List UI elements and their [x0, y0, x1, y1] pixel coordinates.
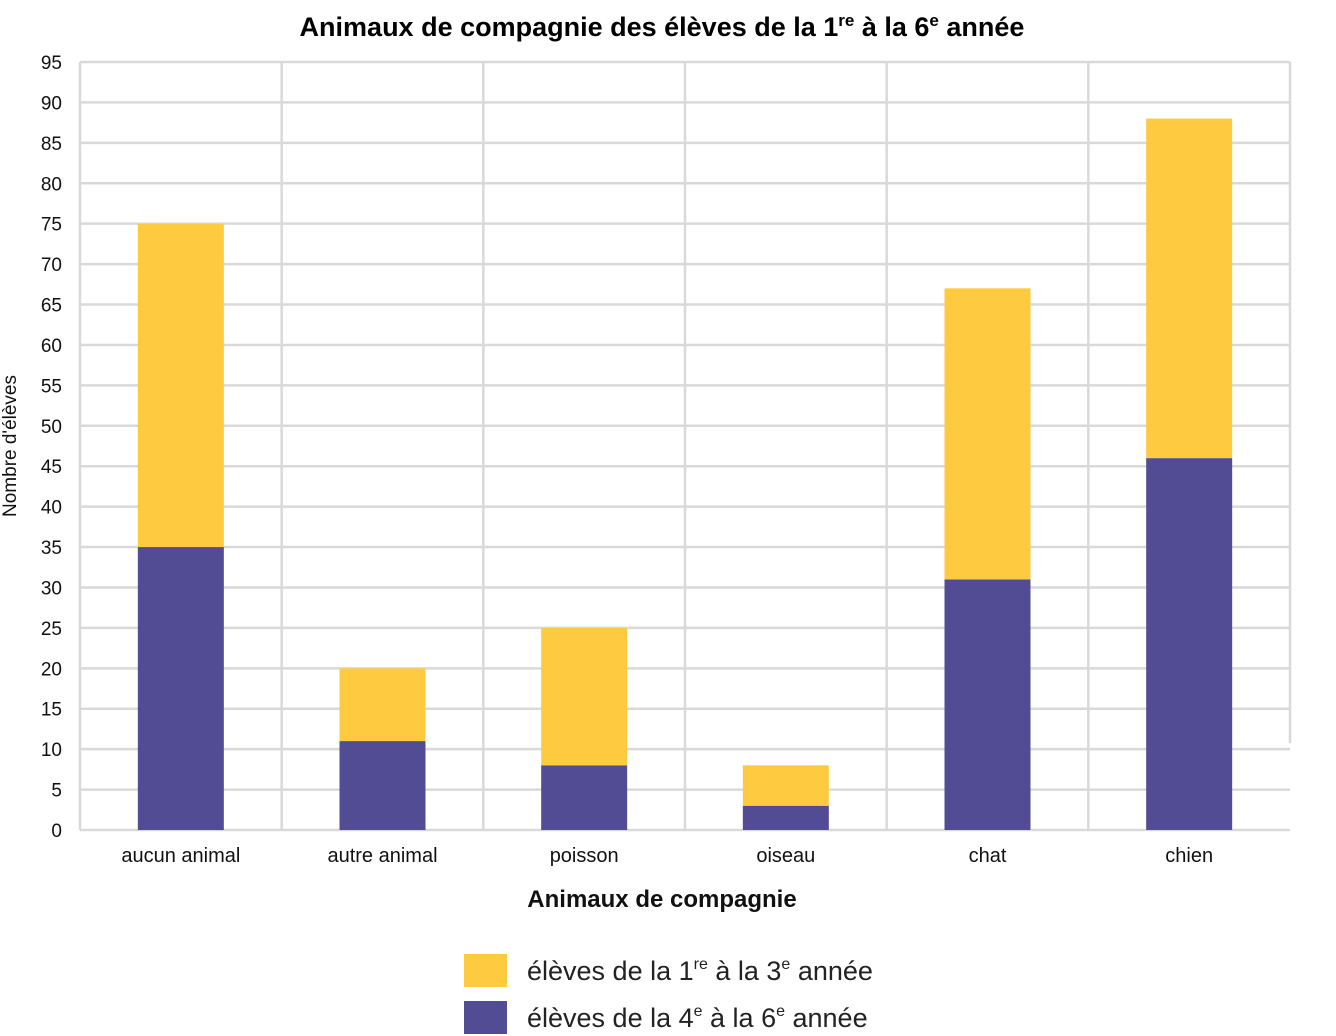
- bar-segment-s0-0: [137, 547, 224, 830]
- x-category-label: autre animal: [327, 845, 437, 867]
- bars: [137, 118, 1233, 830]
- y-tick-label-65: 65: [41, 296, 62, 317]
- bar-segment-s1-0: [137, 223, 224, 548]
- bar-segment-s1-5: [1146, 118, 1233, 459]
- y-tick-label-75: 75: [41, 215, 62, 236]
- y-tick-label-15: 15: [41, 700, 62, 721]
- bar-segment-s1-3: [742, 765, 829, 806]
- legend-item-4e-6e: élèves de la 4e à la 6e année: [464, 1001, 868, 1034]
- y-tick-label-80: 80: [41, 174, 62, 195]
- y-tick-label-10: 10: [41, 740, 62, 761]
- y-tick-label-5: 5: [51, 781, 62, 802]
- x-category-label: oiseau: [756, 845, 815, 867]
- legend: élèves de la 1re à la 3e année élèves de…: [464, 954, 873, 1034]
- y-tick-label-35: 35: [41, 538, 62, 559]
- bar-segment-s0-4: [944, 579, 1031, 830]
- y-tick-label-20: 20: [41, 659, 62, 680]
- y-tick-label-95: 95: [41, 53, 62, 74]
- bar-segment-s0-2: [541, 765, 628, 830]
- x-category-label: poisson: [550, 845, 619, 867]
- y-tick-label-25: 25: [41, 619, 62, 640]
- y-tick-label-70: 70: [41, 255, 62, 276]
- y-tick-label-0: 0: [51, 821, 62, 842]
- bar-segment-s0-1: [339, 741, 426, 830]
- y-tick-label-85: 85: [41, 134, 62, 155]
- bar-segment-s0-5: [1146, 458, 1233, 830]
- bar-segment-s1-4: [944, 288, 1031, 580]
- legend-item-1re-3e: élèves de la 1re à la 3e année: [464, 954, 873, 987]
- legend-swatch-4e-6e: [464, 1001, 507, 1034]
- x-category-label: chien: [1165, 845, 1213, 867]
- y-tick-label-45: 45: [41, 457, 62, 478]
- legend-label-4e-6e: élèves de la 4e à la 6e année: [527, 1003, 868, 1033]
- legend-label-1re-3e: élèves de la 1re à la 3e année: [527, 956, 873, 986]
- y-tick-label-55: 55: [41, 376, 62, 397]
- bar-segment-s1-1: [339, 668, 426, 742]
- y-tick-label-40: 40: [41, 498, 62, 519]
- grid: [78, 60, 1292, 832]
- y-axis-ticks: 0 5 10 15 20 25 30 35 40 45 50 55 60 65 70 75 80 85 90 95: [41, 53, 62, 842]
- chart-title: Animaux de compagnie des élèves de la 1r…: [300, 11, 1025, 42]
- bar-segment-s0-3: [742, 805, 829, 830]
- y-tick-label-30: 30: [41, 578, 62, 599]
- y-tick-label-60: 60: [41, 336, 62, 357]
- x-category-label: aucun animal: [121, 845, 240, 867]
- bar-segment-s1-2: [541, 627, 628, 766]
- legend-swatch-1re-3e: [464, 954, 507, 987]
- y-axis-label: Nombre d'élèves: [0, 375, 21, 517]
- x-category-label: chat: [969, 845, 1007, 867]
- x-axis-label: Animaux de compagnie: [527, 886, 796, 913]
- y-tick-label-50: 50: [41, 417, 62, 438]
- x-axis-categories: aucun animal autre animal poisson oiseau cha…: [121, 845, 1213, 867]
- y-tick-label-90: 90: [41, 93, 62, 114]
